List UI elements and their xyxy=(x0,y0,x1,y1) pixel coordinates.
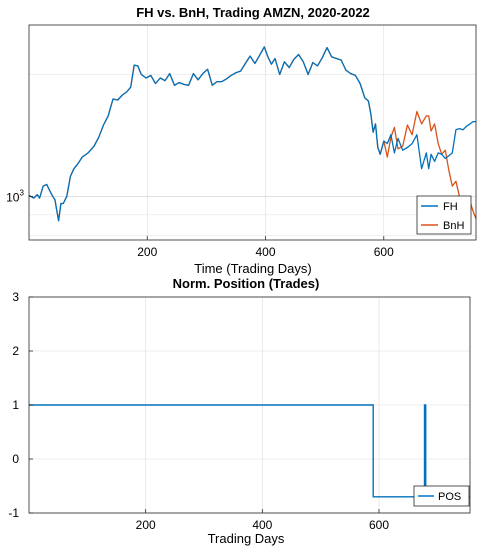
price-series-fh-line xyxy=(28,46,476,222)
position-chart-legend: POS xyxy=(413,485,470,507)
position-chart-ytick-label-0: -1 xyxy=(8,506,19,520)
position-chart-xtick-label-1: 400 xyxy=(252,518,272,532)
legend-pos-label: POS xyxy=(438,491,461,503)
price-chart-legend-box xyxy=(416,195,472,235)
position-chart-xtick-label-0: 200 xyxy=(136,518,156,532)
price-chart-series xyxy=(28,46,477,222)
price-chart-xtick-label-2: 600 xyxy=(374,245,394,259)
position-chart-legend-box xyxy=(413,485,470,507)
position-chart-ytick-label-3: 2 xyxy=(12,344,19,358)
price-chart-xtick-label-0: 200 xyxy=(137,245,157,259)
legend-bnh-label: BnH xyxy=(443,220,464,232)
position-chart-xtick-label-2: 600 xyxy=(369,518,389,532)
price-chart-xtick-label-1: 400 xyxy=(255,245,275,259)
position-chart-ticks: 200 400 600 -1 0 1 2 3 xyxy=(8,290,389,532)
position-chart-xlabel: Trading Days xyxy=(208,531,285,546)
price-chart-grid xyxy=(29,25,476,240)
position-chart-title: Norm. Position (Trades) xyxy=(173,276,320,291)
price-chart-title: FH vs. BnH, Trading AMZN, 2020-2022 xyxy=(136,5,370,20)
price-chart: FH vs. BnH, Trading AMZN, 2020-2022 200 4… xyxy=(6,5,477,276)
position-chart-ytick-label-1: 0 xyxy=(12,452,19,466)
price-chart-legend: FH BnH xyxy=(416,195,472,235)
price-chart-axes-box xyxy=(28,24,477,241)
position-chart-ytick-label-4: 3 xyxy=(12,290,19,304)
position-chart: Norm. Position (Trades) 200 400 600-10123 … xyxy=(8,276,471,546)
legend-fh-label: FH xyxy=(443,201,458,213)
price-chart-plot-area xyxy=(29,25,476,240)
price-chart-xlabel: Time (Trading Days) xyxy=(194,261,312,276)
position-chart-ytick-label-2: 1 xyxy=(12,398,19,412)
